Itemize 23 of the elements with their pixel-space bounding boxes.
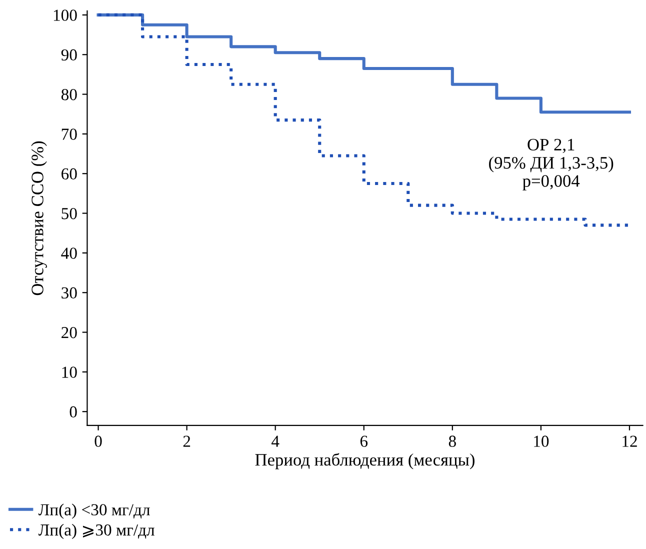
y-tick-label: 40 xyxy=(61,248,77,259)
y-tick-label: 30 xyxy=(62,287,77,299)
x-tick-label: 12 xyxy=(622,436,637,447)
y-tick-label: 70 xyxy=(62,128,77,140)
x-tick-label: 10 xyxy=(534,436,549,447)
y-tick-label: 50 xyxy=(62,208,77,220)
y-tick-label: 90 xyxy=(61,49,77,61)
y-tick-label: 60 xyxy=(62,168,77,180)
y-tick-label: 20 xyxy=(62,326,77,338)
y-tick-label: 100 xyxy=(54,10,77,21)
y-axis-title: Отсутствие ССО (%) xyxy=(31,141,47,296)
annotation: ОР 2,1 (95% ДИ 1,3-3,5) p=0,004 xyxy=(489,138,614,190)
x-tick-label: 6 xyxy=(360,436,368,447)
y-tick-label: 10 xyxy=(62,366,77,378)
legend-label: Лп(а) <30 мг/дл xyxy=(38,504,150,519)
y-tick-label: 0 xyxy=(70,406,77,418)
x-tick-label: 0 xyxy=(94,436,102,447)
x-tick-label: 8 xyxy=(448,436,456,447)
legend-label: Лп(а) ⩾30 мг/дл xyxy=(38,524,154,539)
x-tick-label: 4 xyxy=(272,436,280,447)
y-tick-label: 80 xyxy=(61,88,77,100)
x-axis-title: Период наблюдения (месяцы) xyxy=(255,453,474,470)
x-tick-label: 2 xyxy=(183,436,190,447)
